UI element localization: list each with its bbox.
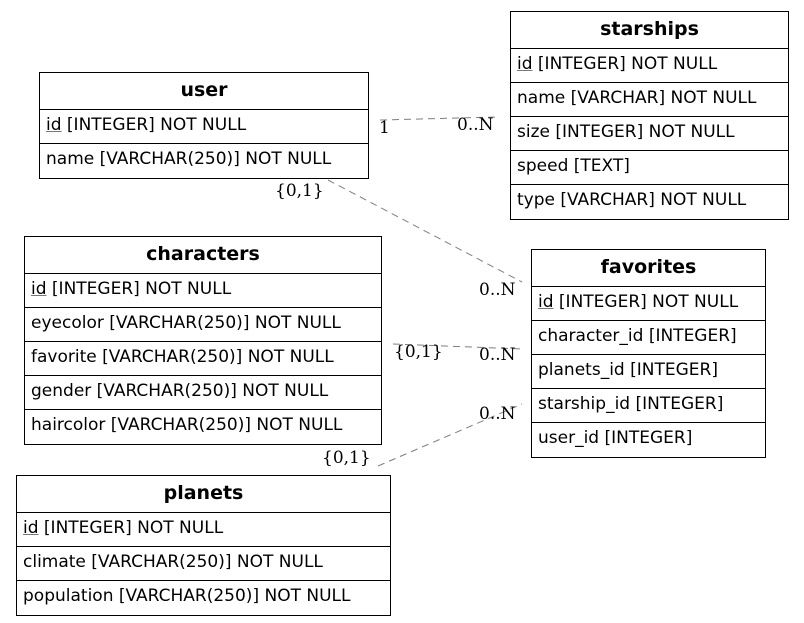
column-row: haircolor [VARCHAR(250)] NOT NULL	[31, 415, 343, 435]
primary-key: id	[31, 279, 47, 299]
cardinality-label: {0,1}	[275, 181, 324, 201]
table-title: characters	[25, 237, 381, 274]
column-row: character_id [INTEGER]	[532, 321, 765, 355]
column-row: gender [VARCHAR(250)] NOT NULL	[25, 376, 381, 410]
column-row: name [VARCHAR(250)] NOT NULL	[46, 149, 332, 169]
table-user: user id [INTEGER] NOT NULL name [VARCHAR…	[39, 72, 369, 179]
cardinality-label: {0,1}	[322, 448, 371, 468]
edge-user-starships	[379, 116, 499, 121]
edge-user-favorites	[327, 179, 523, 283]
table-planets: planets id [INTEGER] NOT NULL climate [V…	[16, 475, 391, 616]
column-def: [INTEGER] NOT NULL	[558, 292, 739, 312]
column-row: population [VARCHAR(250)] NOT NULL	[23, 586, 351, 606]
column-row: planets_id [INTEGER]	[532, 355, 765, 389]
primary-key: id	[46, 115, 62, 135]
column-row: eyecolor [VARCHAR(250)] NOT NULL	[25, 308, 381, 342]
column-row: id [INTEGER] NOT NULL	[17, 513, 390, 547]
table-title: user	[40, 73, 368, 110]
table-title: favorites	[532, 250, 765, 287]
primary-key: id	[538, 292, 554, 312]
column-def: [INTEGER] NOT NULL	[43, 518, 224, 538]
cardinality-label: 0..N	[479, 404, 516, 424]
cardinality-label: 0..N	[479, 345, 516, 365]
primary-key: id	[517, 54, 533, 74]
edge-planets-favorites	[377, 403, 523, 467]
column-row: id [INTEGER] NOT NULL	[511, 49, 788, 83]
cardinality-label: 1	[379, 118, 390, 138]
primary-key: id	[23, 518, 39, 538]
column-row: favorite [VARCHAR(250)] NOT NULL	[25, 342, 381, 376]
cardinality-label: 0..N	[479, 280, 516, 300]
column-row: user_id [INTEGER]	[538, 428, 693, 448]
cardinality-label: 0..N	[457, 115, 494, 135]
column-def: [INTEGER] NOT NULL	[51, 279, 232, 299]
column-row: size [INTEGER] NOT NULL	[511, 117, 788, 151]
column-row: name [VARCHAR] NOT NULL	[511, 83, 788, 117]
column-row: climate [VARCHAR(250)] NOT NULL	[17, 547, 390, 581]
column-row: id [INTEGER] NOT NULL	[532, 287, 765, 321]
column-row: type [VARCHAR] NOT NULL	[517, 190, 747, 210]
table-favorites: favorites id [INTEGER] NOT NULL characte…	[531, 249, 766, 458]
column-row: starship_id [INTEGER]	[532, 389, 765, 423]
table-title: starships	[511, 12, 788, 49]
table-starships: starships id [INTEGER] NOT NULL name [VA…	[510, 11, 789, 220]
column-row: speed [TEXT]	[511, 151, 788, 185]
column-def: [INTEGER] NOT NULL	[537, 54, 718, 74]
edge-characters-favorites	[392, 343, 523, 350]
column-row: id [INTEGER] NOT NULL	[25, 274, 381, 308]
table-characters: characters id [INTEGER] NOT NULL eyecolo…	[24, 236, 382, 445]
table-title: planets	[17, 476, 390, 513]
column-def: [INTEGER] NOT NULL	[66, 115, 247, 135]
column-row: id [INTEGER] NOT NULL	[40, 110, 368, 144]
cardinality-label: {0,1}	[394, 342, 443, 362]
